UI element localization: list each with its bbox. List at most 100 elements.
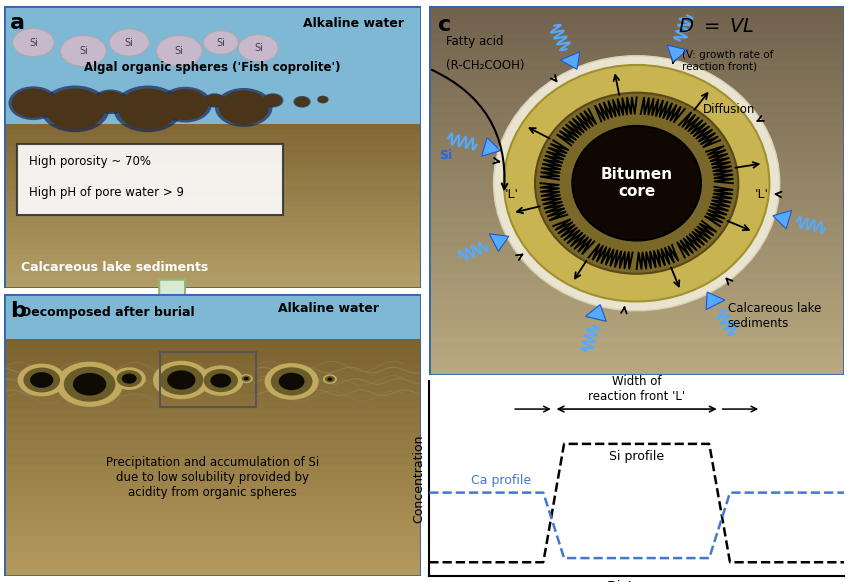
Bar <box>4 228 421 233</box>
Bar <box>4 184 421 190</box>
Text: Si: Si <box>175 46 184 56</box>
Bar <box>4 239 421 244</box>
Bar <box>429 329 844 339</box>
Text: Decomposed after burial: Decomposed after burial <box>21 306 195 319</box>
Text: Calcareous lake
sediments: Calcareous lake sediments <box>728 302 821 330</box>
Text: Precipitation and accumulation of Si
due to low solubility provided by
acidity f: Precipitation and accumulation of Si due… <box>106 456 319 499</box>
Bar <box>429 98 844 108</box>
Circle shape <box>122 374 137 384</box>
Bar <box>4 426 421 434</box>
Bar <box>4 552 421 560</box>
Bar <box>4 233 421 239</box>
Circle shape <box>153 361 210 399</box>
Text: Alkaline water: Alkaline water <box>278 303 379 315</box>
Circle shape <box>159 87 212 122</box>
Bar <box>4 266 421 272</box>
Text: High pH of pore water > 9: High pH of pore water > 9 <box>29 186 184 198</box>
Y-axis label: Concentration: Concentration <box>412 434 425 523</box>
Bar <box>4 521 421 529</box>
Bar <box>429 339 844 347</box>
Bar <box>429 154 844 163</box>
Circle shape <box>206 94 224 107</box>
Bar <box>4 152 421 157</box>
Circle shape <box>109 29 150 56</box>
Circle shape <box>279 372 304 390</box>
Bar <box>4 135 421 141</box>
Bar <box>429 320 844 329</box>
Text: Si: Si <box>125 37 133 48</box>
Text: Fatty acid: Fatty acid <box>446 36 503 48</box>
Bar <box>429 246 844 255</box>
Bar <box>4 277 421 283</box>
Bar <box>4 217 421 222</box>
Text: Bitumen
core: Bitumen core <box>601 167 672 200</box>
Text: Si: Si <box>79 46 88 56</box>
Circle shape <box>12 88 55 118</box>
Bar <box>4 222 421 228</box>
Bar <box>4 168 421 173</box>
Text: Si: Si <box>217 37 225 48</box>
Bar <box>429 191 844 200</box>
Bar <box>4 272 421 277</box>
Circle shape <box>318 96 328 103</box>
Text: Si: Si <box>29 37 38 48</box>
Bar <box>429 144 844 154</box>
Circle shape <box>317 95 329 104</box>
Bar <box>429 274 844 283</box>
Text: Si: Si <box>254 43 263 53</box>
Circle shape <box>118 88 178 129</box>
Bar <box>429 43 844 52</box>
Bar <box>4 162 421 168</box>
Polygon shape <box>560 52 580 69</box>
Bar <box>429 228 844 237</box>
Bar <box>429 182 844 191</box>
Bar <box>4 489 421 497</box>
Bar <box>429 265 844 274</box>
Circle shape <box>73 373 106 396</box>
Bar <box>4 410 421 418</box>
FancyBboxPatch shape <box>17 144 283 215</box>
Bar <box>4 179 421 184</box>
Bar <box>4 402 421 410</box>
Text: (R-CH₂COOH): (R-CH₂COOH) <box>446 59 524 72</box>
Text: $\mathbf{\mathit{D}}$ $=$ $\mathbf{\mathit{VL}}$: $\mathbf{\mathit{D}}$ $=$ $\mathbf{\math… <box>678 17 755 36</box>
Circle shape <box>271 367 313 396</box>
Bar <box>4 457 421 466</box>
Bar <box>4 529 421 537</box>
Circle shape <box>327 378 332 381</box>
Circle shape <box>60 36 106 66</box>
Bar <box>4 371 421 379</box>
Bar <box>4 250 421 255</box>
Circle shape <box>113 86 183 132</box>
Text: (V: growth rate of
reaction front): (V: growth rate of reaction front) <box>683 50 774 72</box>
Text: Diffusion: Diffusion <box>703 103 756 116</box>
Bar <box>429 200 844 209</box>
Bar <box>4 146 421 152</box>
Polygon shape <box>706 292 725 310</box>
Bar <box>4 442 421 450</box>
Circle shape <box>159 365 203 395</box>
Circle shape <box>494 56 779 311</box>
Bar <box>4 513 421 521</box>
Bar <box>4 355 421 363</box>
Circle shape <box>203 31 238 54</box>
Bar <box>429 283 844 292</box>
Circle shape <box>263 93 283 108</box>
Circle shape <box>264 363 319 400</box>
Bar <box>429 52 844 61</box>
X-axis label: Distance: Distance <box>606 580 667 582</box>
Polygon shape <box>667 45 688 62</box>
Bar <box>429 172 844 182</box>
Circle shape <box>112 367 146 390</box>
Circle shape <box>64 367 116 402</box>
Text: a: a <box>10 13 26 33</box>
Text: Algal organic spheres ('Fish coprolite'): Algal organic spheres ('Fish coprolite') <box>84 62 341 74</box>
Circle shape <box>240 374 253 383</box>
Bar <box>4 339 421 347</box>
Circle shape <box>572 126 701 240</box>
Bar <box>4 450 421 457</box>
Bar <box>4 196 421 201</box>
Circle shape <box>295 97 309 107</box>
Circle shape <box>24 368 60 392</box>
Bar <box>4 347 421 355</box>
